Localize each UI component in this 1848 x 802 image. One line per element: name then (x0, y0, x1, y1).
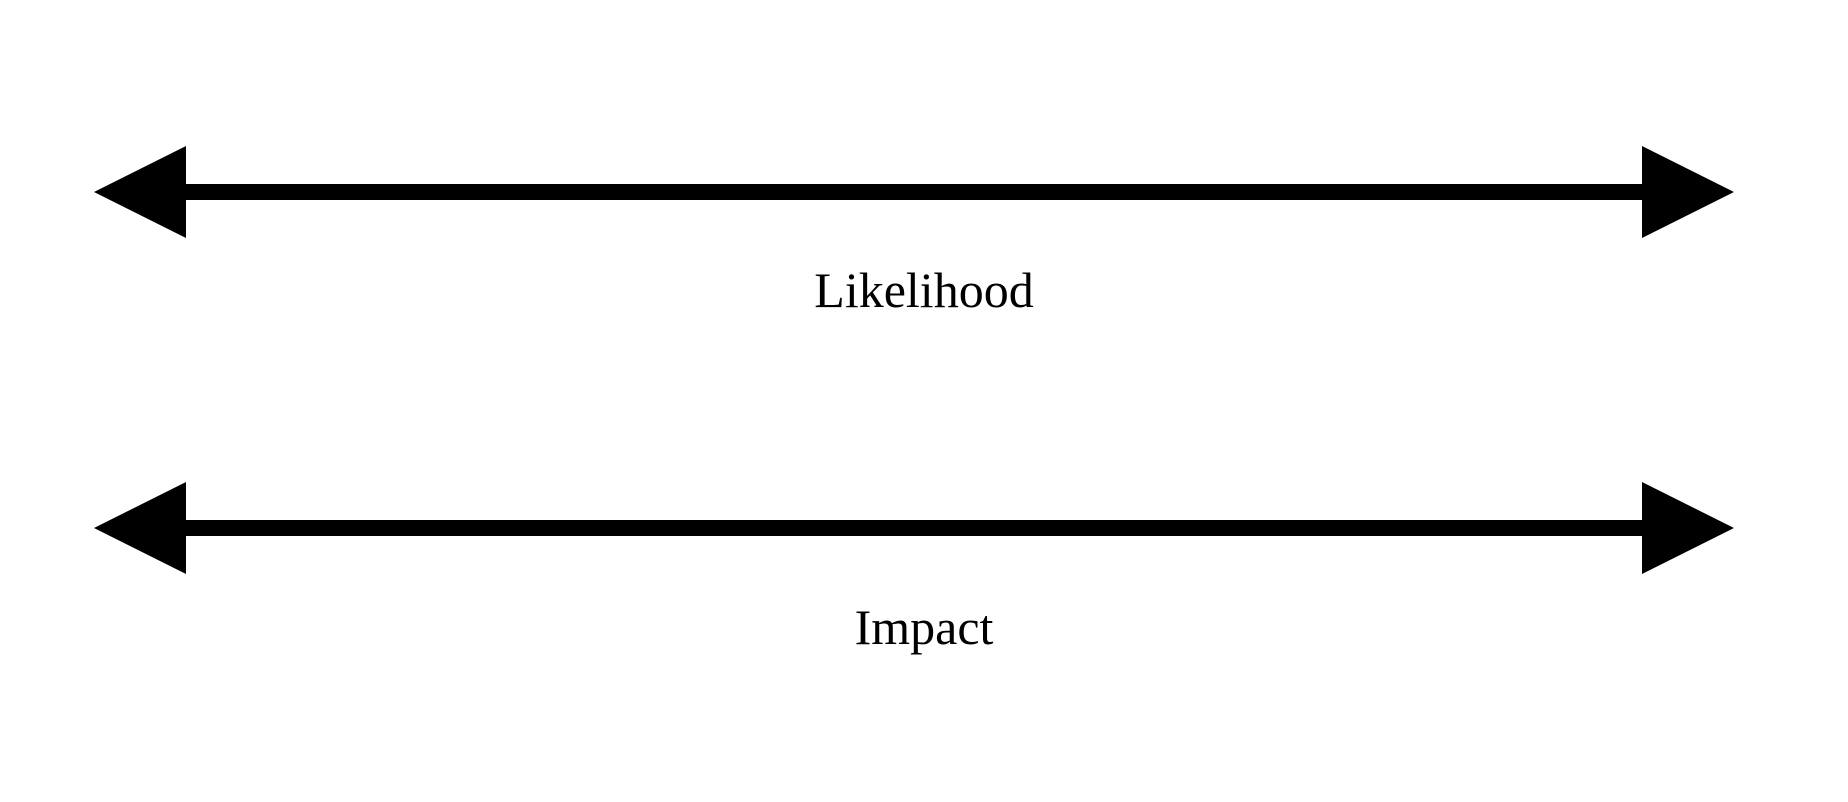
likelihood-label: Likelihood (814, 262, 1034, 318)
impact-arrow-shaft (180, 520, 1644, 536)
impact-double-arrow (94, 482, 1734, 574)
impact-label: Impact (854, 599, 994, 655)
impact-arrow-left-head (94, 482, 186, 574)
likelihood-arrow-shaft (180, 184, 1644, 200)
likelihood-arrow-left-head (94, 146, 186, 238)
impact-arrow-right-head (1642, 482, 1734, 574)
likelihood-double-arrow (94, 146, 1734, 238)
likelihood-arrow-right-head (1642, 146, 1734, 238)
